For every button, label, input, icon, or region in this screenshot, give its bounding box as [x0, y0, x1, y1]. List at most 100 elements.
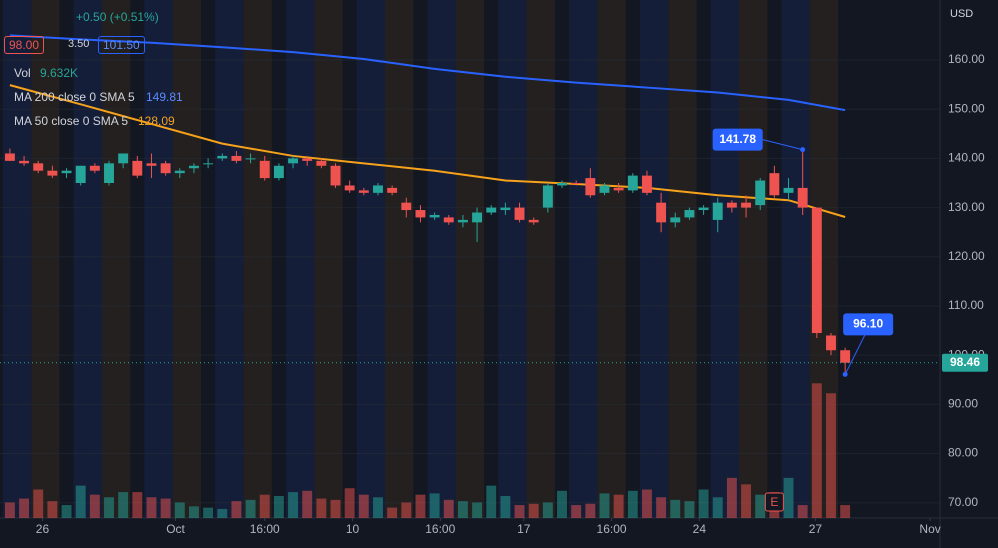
volume-bar [4, 502, 15, 518]
volume-bar [47, 501, 58, 518]
candle-body [344, 185, 355, 191]
session-band [470, 0, 485, 518]
volume-bar [373, 497, 383, 518]
session-band [385, 0, 400, 518]
x-tick-label: Nov [919, 522, 940, 536]
candle-body [783, 187, 794, 193]
session-band [413, 0, 427, 518]
session-band [738, 0, 754, 518]
session-band [2, 0, 17, 518]
volume-bar [726, 477, 737, 518]
volume-bar [826, 393, 836, 518]
volume-bar [203, 507, 214, 518]
session-band [356, 0, 371, 518]
volume-bar [472, 502, 483, 518]
session-band [823, 0, 839, 518]
x-tick-label: 16:00 [425, 522, 455, 536]
bid[interactable]: 98.00 [4, 36, 45, 54]
session-band [427, 0, 442, 518]
session-band [668, 0, 683, 518]
volume-bar [174, 502, 185, 518]
candle-body [726, 202, 737, 208]
volume-bar [486, 485, 497, 518]
volume-bar [528, 503, 539, 518]
volume-bar [585, 503, 596, 518]
y-tick-label: 110.00 [948, 298, 984, 312]
session-band [753, 0, 768, 518]
session-band [540, 0, 555, 518]
x-tick-label: 27 [809, 522, 823, 536]
ma50-value: 128.09 [138, 114, 175, 128]
volume-bar [599, 493, 610, 518]
volume-bar [712, 497, 723, 518]
x-tick-label: 24 [693, 522, 707, 536]
candle-body [160, 163, 171, 174]
candle-body [373, 185, 383, 193]
session-band [314, 0, 329, 518]
callout-point [800, 147, 806, 153]
session-band [399, 0, 414, 518]
volume-bar [514, 505, 525, 518]
y-tick-label: 90.00 [948, 397, 978, 411]
candle-body [89, 165, 100, 171]
volume-bar [160, 498, 171, 518]
session-band [455, 0, 470, 518]
vol-value: 9.632K [40, 66, 79, 80]
volume-bar [627, 490, 638, 518]
callout-point [842, 371, 848, 377]
volume-bar [613, 494, 624, 518]
currency[interactable]: USD [950, 8, 974, 20]
session-band [130, 0, 144, 518]
volume-bar [797, 505, 808, 518]
ask[interactable]: 101.50 [98, 36, 145, 54]
volume-bar [217, 508, 228, 518]
session-band [724, 0, 739, 518]
candle-body [826, 335, 836, 351]
candle-body [514, 207, 525, 220]
x-tick-label: 16:00 [250, 522, 280, 536]
session-band [583, 0, 598, 518]
last-price-label: 98.46 [950, 355, 980, 369]
callout-box [843, 313, 894, 336]
session-band [257, 0, 272, 518]
volume-bar [273, 495, 284, 518]
candle-body [231, 155, 242, 161]
volume-bar [387, 507, 398, 518]
volume-bar [656, 497, 667, 518]
candle-body [61, 170, 72, 174]
session-band [370, 0, 386, 518]
session-band [101, 0, 117, 518]
volume-bar [330, 499, 341, 518]
session-band [45, 0, 60, 518]
candle-body [118, 153, 129, 164]
volume-bar [684, 501, 695, 518]
session-band [343, 0, 357, 518]
earnings-label: E [770, 495, 778, 509]
session-band [781, 0, 796, 518]
session-band [611, 0, 626, 518]
session-band [116, 0, 131, 518]
candle-body [302, 158, 313, 161]
candle-body [698, 207, 709, 211]
volume-bar [146, 497, 157, 518]
candle-body [528, 219, 539, 223]
candle-body [642, 175, 652, 193]
candle-body [670, 217, 681, 223]
session-band [16, 0, 32, 518]
last-price-box [942, 353, 988, 372]
candle-body [330, 165, 341, 186]
candle-body [429, 214, 440, 218]
volume-bar [811, 383, 822, 518]
volume-bar [259, 494, 270, 518]
session-band [484, 0, 498, 518]
ma200-label: MA 200 close 0 SMA 5 [14, 90, 135, 104]
session-band [498, 0, 513, 518]
volume-bar [19, 498, 30, 518]
volume-bar [33, 489, 44, 518]
ma-line [9, 84, 846, 218]
candle-body [188, 165, 199, 169]
volume-bar [542, 502, 553, 518]
candle-body [245, 158, 256, 160]
callout-label: 96.10 [853, 317, 883, 331]
